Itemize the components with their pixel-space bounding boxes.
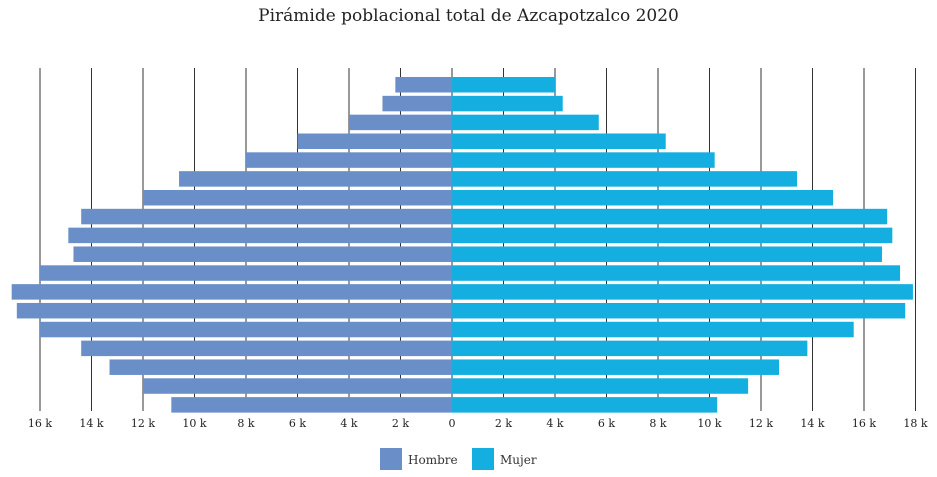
bar-hombre [395, 77, 452, 93]
tick-label: 10 k [697, 417, 721, 430]
legend-label: Hombre [408, 453, 458, 467]
tick-label: 16 k [852, 417, 876, 430]
tick-label: 16 k [28, 417, 52, 430]
bar-mujer [452, 77, 555, 93]
bars [11, 77, 913, 413]
chart-title: Pirámide poblacional total de Azcapotzal… [258, 6, 679, 26]
tick-label: 6 k [598, 417, 615, 430]
tick-label: 14 k [79, 417, 103, 430]
bar-hombre [16, 302, 452, 319]
legend-item: Hombre [380, 448, 458, 470]
legend-item: Mujer [472, 448, 537, 470]
tick-label: 2 k [495, 417, 512, 430]
bar-hombre [40, 265, 452, 281]
bar-mujer [452, 265, 901, 281]
tick-label: 2 k [392, 417, 409, 430]
bar-mujer [452, 114, 599, 131]
bar-mujer [452, 133, 666, 149]
bar-mujer [452, 321, 854, 338]
bar-hombre [179, 171, 453, 187]
tick-label: 12 k [749, 417, 773, 430]
bar-hombre [11, 284, 453, 300]
legend: Hombre Mujer [380, 448, 537, 470]
tick-label: 14 k [800, 417, 824, 430]
tick-label: 6 k [289, 417, 306, 430]
bar-mujer [452, 171, 798, 187]
tick-label: 8 k [237, 417, 254, 430]
bar-mujer [452, 152, 715, 168]
tick-label: 12 k [131, 417, 155, 430]
bar-mujer [452, 359, 780, 375]
tick-label: 10 k [182, 417, 206, 430]
tick-label: 4 k [546, 417, 563, 430]
bar-hombre [143, 189, 452, 206]
tick-label: 18 k [903, 417, 927, 430]
bar-mujer [452, 189, 834, 206]
bar-hombre [81, 208, 452, 225]
bar-hombre [68, 227, 452, 244]
bar-hombre [171, 397, 452, 413]
bar-hombre [81, 340, 452, 357]
bar-mujer [452, 340, 808, 357]
bar-hombre [246, 152, 452, 168]
bar-hombre [382, 95, 452, 112]
bar-mujer [452, 302, 906, 319]
bar-mujer [452, 397, 718, 413]
tick-label: 4 k [340, 417, 357, 430]
bar-hombre [143, 378, 452, 394]
legend-swatch [380, 448, 402, 470]
tick-label: 0 [449, 417, 456, 430]
bar-hombre [349, 114, 452, 131]
bar-hombre [40, 321, 452, 338]
legend-swatch [472, 448, 494, 470]
bar-hombre [297, 133, 452, 149]
tick-label: 8 k [649, 417, 666, 430]
bar-mujer [452, 284, 913, 300]
bar-mujer [452, 378, 749, 394]
bar-mujer [452, 246, 883, 262]
bar-mujer [452, 208, 888, 225]
bar-mujer [452, 95, 563, 112]
bar-mujer [452, 227, 893, 244]
legend-label: Mujer [500, 453, 537, 467]
tick-labels: 16 k 14 k 12 k 10 k 8 k 6 k 4 k 2 k 0 2 k 4 k 6 k 8 … [28, 417, 928, 430]
bar-hombre [109, 359, 453, 375]
bar-hombre [73, 246, 452, 262]
